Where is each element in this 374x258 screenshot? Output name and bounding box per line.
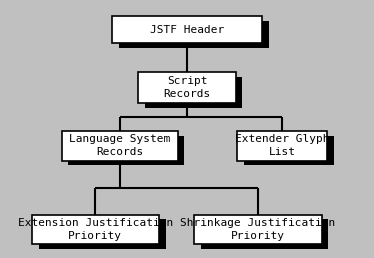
Text: Shrinkage Justification
Priority: Shrinkage Justification Priority — [180, 218, 336, 241]
FancyBboxPatch shape — [244, 136, 334, 165]
Text: JSTF Header: JSTF Header — [150, 25, 224, 35]
Text: Extender Glyph
List: Extender Glyph List — [235, 134, 329, 157]
FancyBboxPatch shape — [32, 215, 159, 245]
Text: Script
Records: Script Records — [163, 76, 211, 99]
FancyBboxPatch shape — [119, 21, 269, 48]
Text: Extension Justification
Priority: Extension Justification Priority — [18, 218, 173, 241]
FancyBboxPatch shape — [138, 72, 236, 103]
FancyBboxPatch shape — [145, 77, 242, 108]
FancyBboxPatch shape — [194, 215, 322, 245]
FancyBboxPatch shape — [112, 16, 262, 43]
FancyBboxPatch shape — [201, 219, 328, 249]
FancyBboxPatch shape — [62, 131, 178, 160]
Text: Language System
Records: Language System Records — [69, 134, 170, 157]
FancyBboxPatch shape — [237, 131, 327, 160]
FancyBboxPatch shape — [68, 136, 184, 165]
FancyBboxPatch shape — [39, 219, 166, 249]
